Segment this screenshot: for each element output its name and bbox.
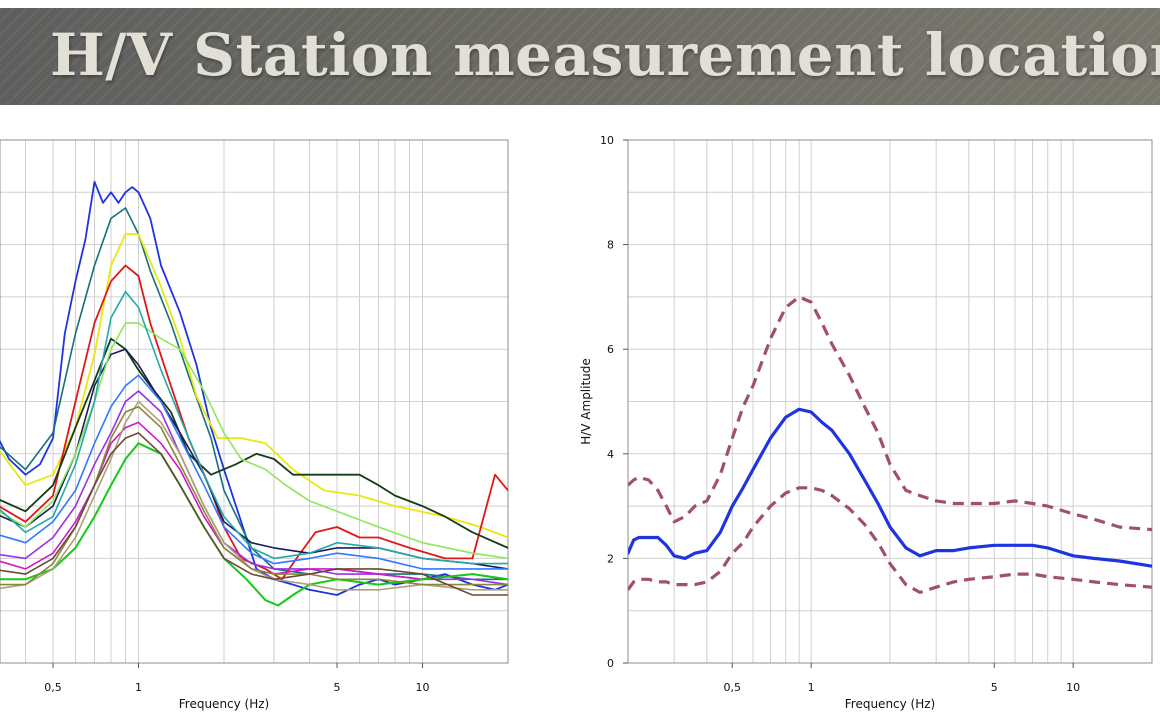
right-x-tick-label: 5	[991, 681, 998, 694]
right-chart: 0,5 1 5 10 0 2 4 6 8 10 Frequency (Hz) H/V Amplitud…	[579, 134, 1153, 711]
right-y-tick-label: 10	[600, 134, 614, 147]
right-y-axis-label: H/V Amplitude	[579, 358, 593, 445]
right-y-tick-label: 2	[607, 552, 614, 565]
right-series-group	[628, 295, 1152, 594]
left-x-axis-label: Frequency (Hz)	[179, 697, 270, 711]
right-y-tick-label: 4	[607, 448, 614, 461]
left-series-line-3	[0, 233, 508, 539]
right-x-tick-label: 0,5	[724, 681, 742, 694]
left-series-line-8	[0, 290, 508, 565]
left-series-line-9	[0, 374, 508, 570]
left-series-line-1	[0, 180, 508, 596]
right-x-tick-label: 1	[808, 681, 815, 694]
left-x-tick-label: 10	[416, 681, 430, 694]
right-plot-frame	[627, 139, 1153, 664]
right-y-tick-label: 0	[607, 657, 614, 670]
top-strip	[0, 0, 1160, 8]
left-series-line-10	[0, 390, 508, 586]
left-plot-frame	[0, 139, 509, 664]
right-series-line-2	[628, 295, 1152, 532]
left-x-tick-label: 1	[135, 681, 142, 694]
right-x-tick-label: 10	[1066, 681, 1080, 694]
left-series-line-5	[0, 337, 508, 549]
left-x-tick-label: 5	[334, 681, 341, 694]
left-chart: 0,5 1 5 10 Frequency (Hz)	[0, 139, 509, 711]
right-grid	[628, 140, 1152, 663]
right-y-tick-label: 6	[607, 343, 614, 356]
left-series-line-13	[0, 400, 508, 591]
right-series-line-3	[628, 486, 1152, 594]
left-series-line-14	[0, 405, 508, 586]
right-x-axis-label: Frequency (Hz)	[845, 697, 936, 711]
left-series-line-4	[0, 264, 508, 581]
left-x-tick-label: 0,5	[44, 681, 62, 694]
right-series-line-1	[628, 407, 1152, 568]
left-series-line-11	[0, 421, 508, 581]
left-series-line-15	[0, 432, 508, 596]
right-y-tick-label: 8	[607, 239, 614, 252]
left-series-line-7	[0, 322, 508, 560]
left-series-line-6	[0, 348, 508, 570]
slide-title: H/V Station measurement location ma	[50, 21, 1160, 89]
left-series-group	[0, 180, 508, 607]
charts-area: 0,5 1 5 10 Frequency (Hz) 0,5 1 5 10 0 2 4 6 8 10 Freq…	[0, 134, 1153, 711]
title-banner: H/V Station measurement location ma	[0, 8, 1160, 105]
